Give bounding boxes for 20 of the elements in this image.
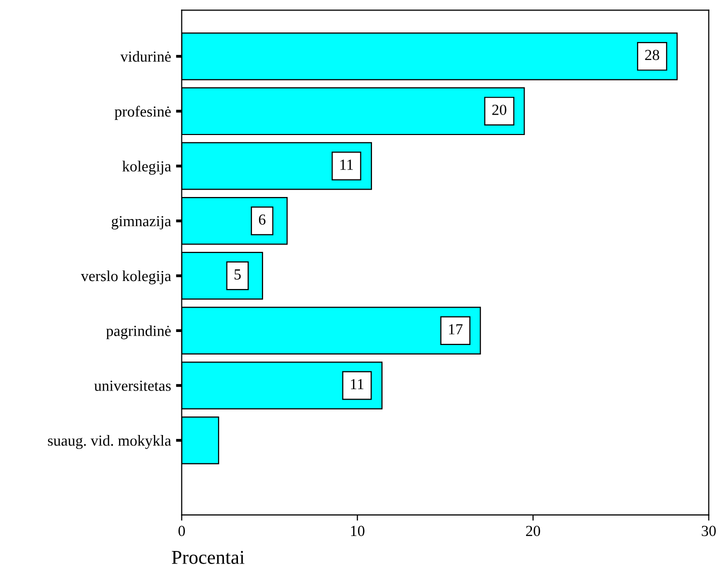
data-label: 11 (340, 160, 353, 170)
data-label: 20 (492, 104, 506, 116)
data-label: 11 (350, 379, 364, 390)
data-label: 17 (449, 324, 463, 334)
x-tick-label: 20 (526, 526, 540, 536)
x-tick-label: 10 (351, 526, 364, 536)
y-tick-label: pagrindinė (106, 325, 171, 340)
data-label: 28 (645, 50, 660, 60)
y-tick-label: gimnazija (112, 216, 172, 230)
x-tick-label: 30 (702, 526, 716, 536)
y-tick-label: profesinė (114, 106, 171, 120)
x-axis-title: Procentai (172, 550, 244, 564)
data-label: 5 (234, 269, 241, 280)
data-label: 6 (258, 214, 266, 225)
x-tick-label: 0 (178, 526, 185, 536)
y-tick-label: suaug. vid. mokykla (48, 435, 172, 449)
y-tick-label: verslo kolegija (80, 270, 172, 284)
y-tick-label: universitetas (94, 380, 171, 391)
y-tick-label: kolegija (122, 160, 172, 175)
y-tick-label: vidurinė (120, 51, 171, 62)
